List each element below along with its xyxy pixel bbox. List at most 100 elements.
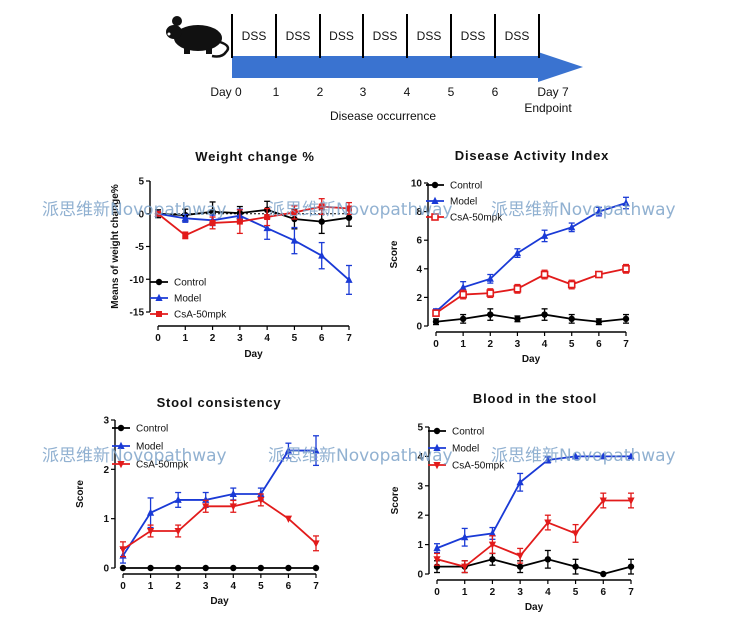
y-axis-label: Score [389,240,400,268]
legend-marker [431,181,439,189]
data-point [312,540,320,548]
legend-label: Control [452,427,484,438]
data-point [627,497,635,505]
data-point [432,318,440,325]
legend-marker [117,424,125,432]
data-point [622,198,630,207]
timeline-day-label: 1 [273,85,280,99]
series-line [157,208,350,223]
chart-panel: Blood in the stool 0 1 2 3 4 5 0 1 2 3 4 5 6 7 Day Score… [390,391,635,613]
series-model [119,435,320,564]
data-point [567,280,576,289]
y-tick-label: 4 [416,264,422,275]
watermark-text: 派思维新Novopathway [268,200,453,220]
timeline-day-label: 4 [404,85,411,99]
data-point [544,519,552,527]
data-point [513,248,522,257]
data-point [202,503,210,511]
data-point [486,289,495,297]
data-point [622,315,630,323]
data-point [264,214,271,221]
data-point [487,311,494,318]
watermark-text: 派思维新Novopathway [491,200,676,220]
legend-label: CsA-50mpk [174,310,227,321]
x-tick-label: 5 [569,339,575,350]
legend-label: CsA-50mpk [136,460,189,471]
timeline-day-label: 3 [360,85,367,99]
data-point [209,208,216,215]
timeline-day-label: 5 [448,85,455,99]
x-tick-label: 1 [148,581,154,592]
x-tick-label: 2 [175,581,181,592]
data-point [146,508,155,516]
charts-area: Weight change % 5 0 -5 -10 -15 0 1 2 3 4 5 6 7 Day Mean… [75,148,635,613]
y-tick-label: 0 [103,564,109,575]
timeline-day-label: 2 [317,85,324,99]
x-tick-label: 1 [460,339,466,350]
timeline-dss-labels: DSS DSS DSS DSS DSS DSS DSS [242,29,530,43]
data-point [516,478,524,486]
data-point [544,455,552,463]
legend-marker [117,441,125,449]
chart-legend: Control Model CsA-50mpk [428,427,505,472]
chart-panel: Disease Activity Index 0 2 4 6 8 10 0 1 2 3 4 5 6 7 Day… [389,148,630,365]
series-control [432,308,630,326]
chart-legend: Control Model CsA-50mpk [112,424,189,471]
y-tick-label: 1 [417,540,423,551]
data-point [488,529,497,537]
y-tick-label: 5 [138,177,144,188]
experiment-timeline: DSS DSS DSS DSS DSS DSS DSS Day 0 1 2 3 4 5 6 Day 7 E… [166,14,583,123]
x-tick-label: 3 [515,339,521,350]
y-tick-label: 3 [103,416,109,427]
series-model [432,196,630,316]
watermark-text: 派思维新Novopathway [268,446,453,466]
y-tick-label: 2 [416,293,422,304]
legend-label: Control [450,181,482,192]
y-tick-label: 3 [417,481,423,492]
x-tick-label: 7 [623,339,629,350]
y-axis-label: Score [75,480,86,508]
data-point [433,543,441,552]
data-point [568,223,576,231]
series-line [436,499,631,568]
legend-marker [155,293,163,301]
data-point [514,315,521,323]
x-axis-label: Day [244,349,263,360]
data-point [432,309,440,317]
dss-label: DSS [242,29,267,43]
series-csa [119,493,320,558]
data-point [146,528,155,536]
y-tick-label: -5 [135,242,144,253]
timeline-endpoint-label: Endpoint [524,101,572,115]
series-line [437,558,632,575]
chart-legend: Control Model CsA-50mpk [150,278,227,321]
legend-label: Model [136,442,163,453]
x-tick-label: 5 [573,587,579,598]
x-tick-label: 0 [434,587,440,598]
watermark-layer: 派思维新Novopathway 派思维新Novopathway 派思维新Novopa… [42,200,676,466]
series-line [435,267,627,314]
x-tick-label: 2 [490,587,496,598]
x-tick-label: 2 [210,333,216,344]
data-point [568,315,575,323]
chart-title: Disease Activity Index [455,148,609,163]
series-line [157,205,350,237]
data-point [544,556,552,563]
y-axis-label: Score [390,486,401,514]
data-point [257,564,265,572]
y-tick-label: 2 [103,465,109,476]
x-tick-label: 4 [545,587,551,598]
legend-label: CsA-50mpk [450,213,503,224]
data-point [540,231,549,239]
x-tick-label: 6 [286,581,292,592]
timeline-caption: Disease occurrence [330,109,436,123]
legend-label: Control [136,424,168,435]
data-point [284,446,293,454]
y-tick-label: 2 [417,511,423,522]
data-point [461,563,469,571]
y-tick-label: 4 [417,452,423,463]
data-point [230,564,237,572]
data-point [599,452,607,460]
data-point [513,285,522,293]
data-point [202,564,209,572]
